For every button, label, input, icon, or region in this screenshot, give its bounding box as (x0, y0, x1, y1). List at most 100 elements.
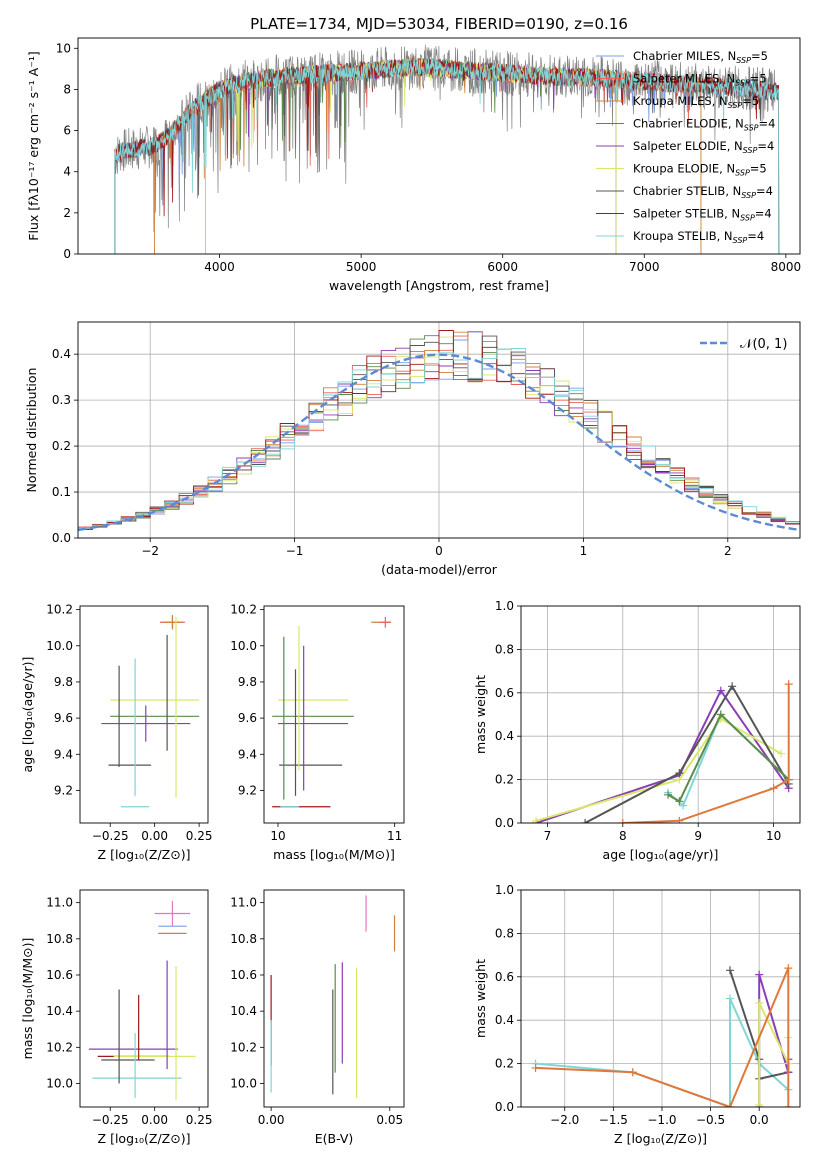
model-line (205, 57, 617, 254)
x-tick-label: 8000 (771, 260, 802, 274)
legend-label: Salpeter STELIB, NSSP=4 (633, 207, 772, 223)
label-part: Salpeter MILES, N (633, 72, 735, 86)
y-tick-label: 10.6 (230, 968, 257, 982)
x-axis-label: (data-model)/error (381, 562, 498, 577)
label-part: SSP (744, 124, 759, 133)
model-line (114, 57, 780, 254)
y-tick-label: 0.8 (495, 926, 514, 940)
x-axis-label: Z [log₁₀(Z/Z⊙)] (614, 1131, 707, 1146)
x-tick-label: −1.5 (599, 1113, 628, 1127)
errorbar-points (88, 900, 196, 1100)
x-tick-label: 0 (435, 544, 443, 558)
x-tick-label: −0.5 (696, 1113, 725, 1127)
weight-marker (581, 819, 590, 823)
x-axis-label: Z [log₁₀(Z/Z⊙)] (98, 847, 191, 862)
y-tick-label: 10.6 (46, 968, 73, 982)
x-tick-label: 0.25 (186, 1113, 213, 1127)
y-axis-label: mass weight (473, 959, 488, 1038)
errorbar-points (270, 895, 396, 1098)
weight-marker (755, 998, 764, 1007)
x-tick-label: 0.00 (258, 1113, 285, 1127)
label-part: SSP (735, 79, 750, 88)
y-tick-label: 10 (56, 41, 71, 55)
y-tick-label: 0.8 (495, 642, 514, 656)
y-axis-label: age [log₁₀(age/yr)] (20, 657, 35, 773)
axes-mass_vs_EBV: 0.00 0.05 10.0 10.2 10.4 10.6 10.8 11.0 E(B-V) (230, 889, 405, 1146)
weight-marker (675, 797, 684, 806)
x-axis-label: mass [log₁₀(M/M⊙)] (273, 847, 395, 862)
weight-line (758, 974, 790, 1107)
label-part: Chabrier STELIB, N (633, 184, 741, 198)
weight-lines (532, 680, 793, 823)
x-tick-label: 2 (724, 544, 732, 558)
y-tick-label: 0.4 (495, 729, 514, 743)
chart-title: PLATE=1734, MJD=53034, FIBERID=0190, z=0… (250, 15, 628, 33)
spectrum-lines (114, 44, 780, 254)
label-part: SSP (728, 101, 743, 110)
y-tick-label: 9.6 (238, 711, 257, 725)
histograms (78, 330, 800, 532)
legend-label: 𝒩(0, 1) (740, 337, 787, 352)
x-tick-label: 10 (270, 829, 285, 843)
weight-marker (784, 1103, 793, 1107)
y-tick-label: 10.0 (230, 639, 257, 653)
y-tick-label: 1.0 (495, 883, 514, 897)
weight-marker (628, 1068, 637, 1077)
label-part: Kroupa ELODIE, N (633, 162, 735, 176)
x-tick-label: 0.25 (186, 829, 213, 843)
y-tick-label: 6 (63, 124, 71, 138)
x-tick-label: −2 (141, 544, 159, 558)
axes-mass_vs_Z: −0.25 0.00 0.25 10.0 10.2 10.4 10.6 10.8 11.0 Z [… (20, 889, 213, 1146)
axes-mass_weight_vs_age: 7 8 9 10 0.0 0.2 0.4 0.6 0.8 1.0 age [log₁₀(age/yr… (473, 599, 801, 862)
x-tick-label: −2.0 (550, 1113, 579, 1127)
label-part: Chabrier ELODIE, N (633, 117, 744, 131)
weight-marker (755, 970, 764, 979)
axes-frame (79, 889, 209, 1108)
residual-histogram (78, 331, 800, 529)
y-tick-label: 0.2 (495, 773, 514, 787)
label-part: Chabrier MILES, N (633, 49, 736, 63)
x-tick-label: 7 (544, 829, 552, 843)
axes-age_vs_Z: −0.25 0.00 0.25 9.2 9.4 9.6 9.8 10.0 10.2 Z [log₁… (20, 603, 212, 862)
y-tick-label: 9.8 (238, 675, 257, 689)
x-tick-label: 9 (694, 829, 702, 843)
weight-marker (675, 769, 684, 778)
weight-line (535, 688, 790, 823)
weight-marker (777, 749, 786, 758)
legend-label: Chabrier ELODIE, NSSP=4 (633, 117, 775, 133)
axes-frame (263, 889, 405, 1108)
x-tick-label: 0.0 (750, 1113, 769, 1127)
y-tick-label: 9.4 (54, 747, 73, 761)
axes-mass_weight_vs_Z: −2.0 −1.5 −1.0 −0.5 0.0 0.0 0.2 0.4 0.6 0.8 1.0 Z [… (473, 883, 801, 1146)
y-axis-label: mass [log₁₀(M/M⊙)] (20, 938, 35, 1060)
y-tick-label: 9.2 (238, 783, 257, 797)
legend-label: Salpeter MILES, NSSP=5 (633, 72, 767, 88)
weight-marker (728, 682, 737, 691)
y-tick-label: 0.2 (52, 439, 71, 453)
x-tick-label: 0.05 (376, 1113, 403, 1127)
y-tick-label: 10.2 (46, 603, 73, 617)
axes-frame (520, 889, 801, 1108)
label-part: =4 (755, 207, 772, 221)
label-part: =4 (757, 139, 774, 153)
weight-marker (784, 680, 793, 689)
legend-label: Kroupa MILES, NSSP=5 (633, 94, 759, 110)
weight-marker (716, 710, 725, 719)
x-tick-label: −1.0 (647, 1113, 676, 1127)
y-tick-label: 0.6 (495, 686, 514, 700)
x-axis-label: age [log₁₀(age/yr)] (603, 847, 719, 862)
label-part: SSP (740, 214, 755, 223)
axes-frame (263, 605, 405, 824)
x-tick-label: −1 (286, 544, 304, 558)
label-part: =4 (756, 184, 773, 198)
x-axis-label: Z [log₁₀(Z/Z⊙)] (98, 1131, 191, 1146)
axes-age_vs_mass: 10 11 9.2 9.4 9.6 9.8 10.0 10.2 mass [log₁₀(M/M⊙… (230, 603, 405, 862)
x-tick-label: −0.25 (92, 1113, 129, 1127)
x-tick-label: 1 (580, 544, 588, 558)
y-tick-label: 10.2 (230, 1040, 257, 1054)
x-tick-label: 7000 (629, 260, 660, 274)
label-part: =4 (747, 229, 764, 243)
y-tick-label: 10.2 (46, 1040, 73, 1054)
label-part: SSP (741, 191, 756, 200)
